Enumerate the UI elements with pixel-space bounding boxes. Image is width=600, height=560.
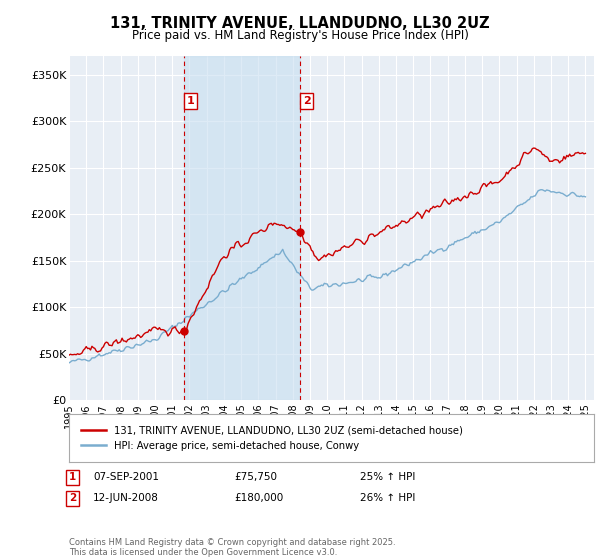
Legend: 131, TRINITY AVENUE, LLANDUDNO, LL30 2UZ (semi-detached house), HPI: Average pri: 131, TRINITY AVENUE, LLANDUDNO, LL30 2UZ… — [77, 422, 467, 455]
Text: £75,750: £75,750 — [234, 472, 277, 482]
Text: 1: 1 — [69, 472, 76, 482]
Text: 12-JUN-2008: 12-JUN-2008 — [93, 493, 159, 503]
Text: 07-SEP-2001: 07-SEP-2001 — [93, 472, 159, 482]
Text: 26% ↑ HPI: 26% ↑ HPI — [360, 493, 415, 503]
Text: Price paid vs. HM Land Registry's House Price Index (HPI): Price paid vs. HM Land Registry's House … — [131, 29, 469, 42]
Text: £180,000: £180,000 — [234, 493, 283, 503]
Bar — [184, 56, 301, 400]
Text: 2: 2 — [69, 493, 76, 503]
Text: 2: 2 — [303, 96, 311, 106]
Text: 25% ↑ HPI: 25% ↑ HPI — [360, 472, 415, 482]
Text: Contains HM Land Registry data © Crown copyright and database right 2025.
This d: Contains HM Land Registry data © Crown c… — [69, 538, 395, 557]
Text: 1: 1 — [187, 96, 194, 106]
Text: 131, TRINITY AVENUE, LLANDUDNO, LL30 2UZ: 131, TRINITY AVENUE, LLANDUDNO, LL30 2UZ — [110, 16, 490, 31]
